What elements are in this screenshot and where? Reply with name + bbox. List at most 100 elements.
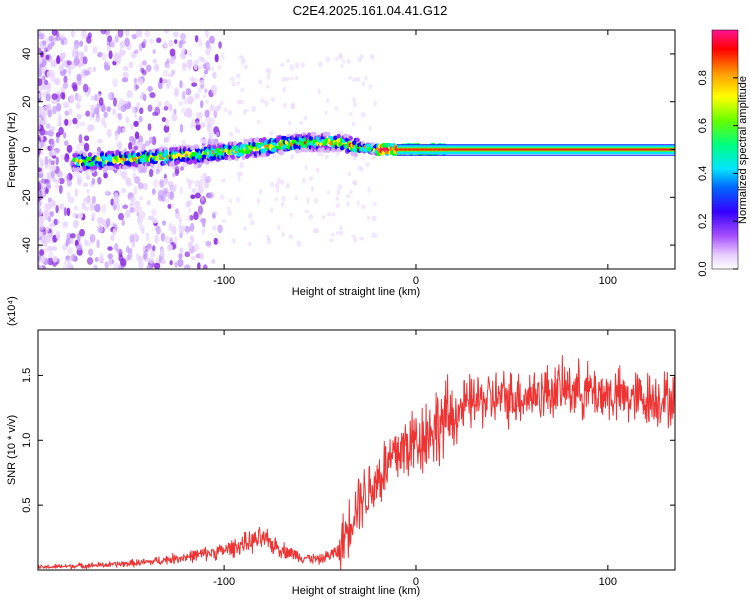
heatmap-noise-cell [153,63,160,72]
heatmap-noise-cell [187,241,192,248]
heatmap-noise-cell [133,82,139,92]
heatmap-noise-cell [116,248,123,254]
heatmap-noise-cell [106,128,112,138]
heatmap-noise-cell [148,257,155,264]
heatmap-line-core [394,148,400,151]
heatmap-noise-cell [159,179,165,188]
heatmap-line-core [411,148,417,151]
heatmap-noise-cell [171,225,177,235]
heatmap-noise-cell [197,262,201,269]
heatmap-noise-cell [194,180,201,188]
heatmap-noise-cell [330,232,336,237]
heatmap-noise-cell [195,121,201,126]
heatmap-noise-cell [294,195,298,201]
heatmap-noise-cell [48,149,53,158]
heatmap-noise-cell [167,131,172,139]
heatmap-noise-cell [193,211,199,221]
heatmap-ridge-cell [317,147,322,153]
heatmap-noise-cell [72,212,77,218]
heatmap-noise-cell [77,212,84,219]
heatmap-line-core [398,148,404,151]
snr-y-tick-label: 1.5 [21,368,33,383]
heatmap-noise-cell [202,264,208,269]
heatmap-noise-cell [197,185,204,194]
heatmap-noise-cell [57,114,62,124]
heatmap-noise-cell [101,203,107,214]
heatmap-noise-cell [205,240,212,247]
heatmap-noise-cell [209,117,215,126]
heatmap-noise-cell [91,195,97,204]
heatmap-noise-cell [143,38,147,45]
heatmap-noise-cell [352,97,357,102]
heatmap-noise-cell [211,84,218,94]
heatmap-noise-cell [270,181,275,188]
heatmap-noise-cell [299,120,304,125]
heatmap-line-core [423,148,429,151]
heatmap-noise-cell [133,186,138,196]
heatmap-noise-cell [39,249,45,256]
heatmap-noise-cell [214,53,219,63]
heatmap-noise-cell [212,225,217,231]
heatmap-noise-cell [179,247,183,253]
heatmap-noise-cell [240,55,244,60]
heatmap-noise-cell [139,78,144,86]
heatmap-noise-cell [64,154,70,163]
heatmap-noise-cell [215,131,220,137]
heatmap-noise-cell [163,177,167,185]
heatmap-noise-cell [146,264,152,269]
heatmap-noise-cell [177,223,183,228]
heatmap-noise-cell [190,222,195,232]
heatmap-noise-cell [44,203,50,212]
spectrogram-panel: -100 0 100 -40 -20 0 20 40 Height of straight l… [6,29,676,298]
heatmap-ridge-cell [260,152,265,158]
heatmap-noise-cell [153,262,161,269]
heatmap-noise-cell [82,83,89,93]
heatmap-noise-cell [304,165,308,170]
heatmap-noise-cell [345,194,351,199]
heatmap-noise-cell [155,168,160,175]
heatmap-noise-cell [94,257,99,262]
heatmap-noise-cell [117,125,121,135]
heatmap-noise-cell [223,107,228,113]
heatmap-noise-cell [183,98,189,105]
heatmap-line-edge [396,154,675,156]
heatmap-noise-cell [342,59,346,64]
heatmap-noise-cell [194,35,199,43]
heatmap-noise-cell [352,180,357,185]
heatmap-noise-cell [68,173,73,181]
heatmap-noise-cell [96,216,103,225]
heatmap-noise-cell [38,243,43,249]
heatmap-noise-cell [264,100,269,107]
heatmap-noise-cell [154,234,159,244]
heatmap-noise-cell [101,117,106,126]
heatmap-noise-cell [124,30,130,37]
heatmap-noise-cell [190,96,195,103]
heatmap-noise-cell [133,206,140,213]
heatmap-noise-cell [339,130,344,136]
heatmap-noise-cell [356,76,361,83]
heatmap-noise-cell [211,258,216,264]
heatmap-noise-cell [66,144,73,153]
heatmap-noise-cell [351,121,356,126]
heatmap-noise-cell [38,47,42,54]
heatmap-line-core [436,148,442,151]
heatmap-noise-cell [208,132,214,138]
heatmap-noise-cell [64,110,69,116]
heatmap-noise-cell [166,180,171,187]
heatmap-noise-cell [79,228,85,237]
heatmap-noise-cell [236,81,240,86]
snr-panel: -100 0 100 0.5 1.0 1.5 Height of straight lin… [6,296,676,597]
heatmap-noise-cell [67,246,74,255]
heatmap-noise-cell [68,108,73,116]
heatmap-noise-cell [204,30,209,38]
heatmap-noise-cell [193,78,198,83]
heatmap-noise-cell [290,153,295,160]
heatmap-noise-cell [250,219,255,226]
heatmap-noise-cell [38,33,44,40]
heatmap-noise-cell [199,112,203,119]
snr-x-tick-label: 0 [413,576,419,588]
heatmap-noise-cell [235,73,241,79]
heatmap-noise-cell [106,106,111,113]
heatmap-noise-cell [58,126,64,136]
heatmap-noise-cell [188,65,192,71]
